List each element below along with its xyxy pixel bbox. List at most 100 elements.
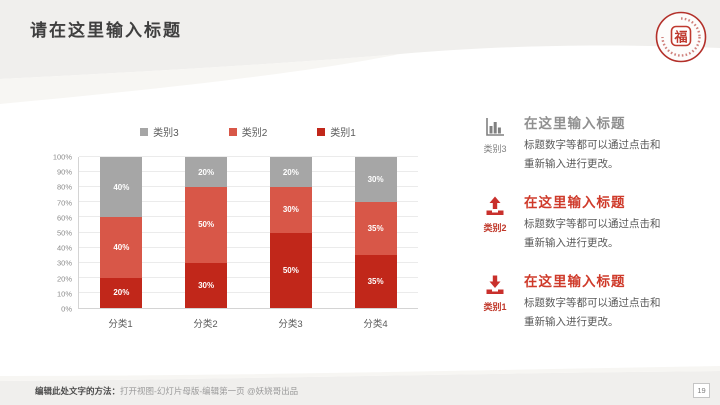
x-axis-category-label: 分类3 [278,319,303,330]
info-item-body-line2: 重新输入进行更改。 [524,158,619,170]
upload-icon [486,196,504,215]
chart-y-axis: 0% 10% 20% 30% 40% 50% 60% 70% 80% 90% 100% [48,153,75,314]
x-axis-category-label: 分类2 [193,319,218,330]
info-item-body-line1: 标题数字等都可以通过点击和 [524,297,661,309]
gridline [79,156,418,157]
y-axis-tick-label: 80% [56,182,72,192]
bar-segment: 40% [100,157,143,218]
bar-segment: 20% [185,157,228,188]
legend-label: 类别3 [153,128,179,139]
stacked-bar-chart: 类别3 类别2 类别1 0% 10% 20% 30% 40% 50% 60% 70% 80% 90% 1… [48,122,438,342]
seal-character: 福 [673,30,687,45]
y-axis-tick-label: 10% [56,289,72,299]
bar-segment: 30% [269,187,312,233]
data-label: 20% [113,288,130,298]
info-item-icon-col: 类别3 [478,112,512,174]
data-label: 20% [198,167,215,177]
legend-marker [317,127,326,136]
gridline [79,276,418,278]
info-item-category3: 类别3 在这里输入标题 标题数字等都可以通过点击和 重新输入进行更改。 [478,112,712,174]
bar-stack: 35% 35% 30% [354,157,397,308]
data-label: 40% [113,243,130,253]
legend-marker [228,127,237,136]
info-item-icon-col: 类别2 [478,191,512,253]
data-label: 35% [367,277,384,287]
y-axis-tick-label: 40% [56,243,72,253]
y-axis-tick-label: 50% [56,228,72,238]
data-label: 40% [113,182,130,192]
info-item-text: 在这里输入标题 标题数字等都可以通过点击和 重新输入进行更改。 [524,270,661,332]
chart-legend: 类别3 类别2 类别1 [78,124,418,139]
bar-segment: 30% [354,157,397,203]
bar-stack: 30% 50% 20% [185,157,228,308]
bar-segment: 35% [354,255,397,308]
data-label: 30% [282,205,299,215]
legend-item: 类别2 [228,124,268,139]
legend-item: 类别1 [317,124,356,139]
info-item-icon-col: 类别1 [478,270,512,332]
bar-segment: 40% [100,217,143,278]
data-label: 30% [367,175,384,185]
info-item-title: 在这里输入标题 [524,116,626,131]
info-item-label: 类别2 [483,223,507,233]
y-axis-tick-label: 30% [56,258,72,268]
school-seal-logo: 福 [655,11,707,63]
gridline [79,291,418,293]
data-label: 20% [282,167,299,177]
bar-column: 35% 35% 30% [333,157,418,308]
footer-edit-note-bold: 编辑此处文字的方法： [35,386,121,396]
info-item-label: 类别1 [483,302,507,312]
y-axis-tick-label: 60% [56,213,72,223]
bar-column: 50% 30% 20% [249,157,334,308]
bar-segment: 20% [269,157,312,188]
x-axis-category-label: 分类1 [108,319,133,330]
y-axis-tick-label: 100% [52,152,72,162]
bar-segment: 35% [354,202,397,256]
footer-edit-note: 编辑此处文字的方法：打开视图-幻灯片母版-编辑第一页 @妖娆哥出品 [35,385,298,397]
data-label: 50% [198,220,215,230]
info-item-body-line2: 重新输入进行更改。 [524,237,619,249]
legend-label: 类别2 [241,128,268,139]
page-title: 请在这里输入标题 [30,21,182,40]
bar-stack: 20% 40% 40% [100,157,143,308]
info-item-text: 在这里输入标题 标题数字等都可以通过点击和 重新输入进行更改。 [524,112,661,174]
info-item-category1: 类别1 在这里输入标题 标题数字等都可以通过点击和 重新输入进行更改。 [478,270,712,332]
bar-stack: 50% 30% 20% [269,157,312,308]
info-item-title: 在这里输入标题 [524,195,626,210]
legend-label: 类别1 [330,128,356,139]
info-item-label: 类别3 [483,144,507,154]
info-panel: 类别3 在这里输入标题 标题数字等都可以通过点击和 重新输入进行更改。 类别2 … [478,112,712,332]
chart-plot: 20% 40% 40% 30% 50% 20% 50% 30% 20% 35% 35% 30% [78,156,418,309]
gridline [79,246,418,248]
footer-edit-note-rest: 打开视图-幻灯片母版-编辑第一页 @妖娆哥出品 [120,386,299,396]
download-icon [486,275,504,294]
y-axis-tick-label: 0% [61,304,72,314]
gridline [79,216,418,218]
gridline [79,231,418,233]
y-axis-tick-label: 90% [56,167,72,177]
info-item-text: 在这里输入标题 标题数字等都可以通过点击和 重新输入进行更改。 [524,191,661,253]
data-label: 35% [367,224,384,234]
chart-x-labels: 分类1 分类2 分类3 分类4 [78,316,418,330]
info-item-body-line1: 标题数字等都可以通过点击和 [524,218,661,230]
bar-chart-icon [486,118,504,136]
seal-ring-text-bottom [661,36,701,57]
bar-segment: 30% [185,262,228,308]
bar-column: 30% 50% 20% [164,157,249,308]
y-axis-tick-label: 20% [56,274,72,284]
gridline [79,261,418,263]
page-number-badge: 19 [693,383,710,398]
gridline [79,186,418,188]
chart-bars: 20% 40% 40% 30% 50% 20% 50% 30% 20% 35% 35% 30% [79,157,418,308]
bar-segment: 50% [269,232,312,308]
gridline [79,201,418,203]
data-label: 30% [198,280,215,290]
info-item-body-line1: 标题数字等都可以通过点击和 [524,139,661,151]
bar-segment: 20% [100,277,143,308]
gridline [79,171,418,173]
data-label: 50% [282,265,299,275]
info-item-body-line2: 重新输入进行更改。 [524,316,619,328]
bar-segment: 50% [185,187,228,263]
